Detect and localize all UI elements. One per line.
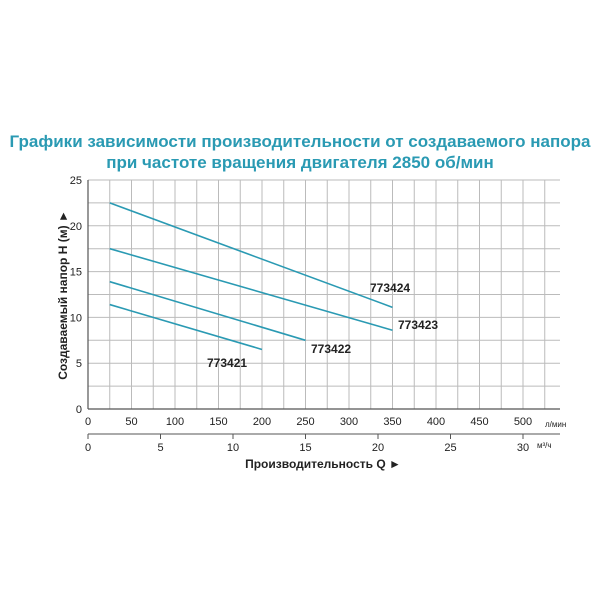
title-line-2: при частоте вращения двигателя 2850 об/м… (106, 153, 494, 172)
x-tick-label: 400 (427, 416, 445, 428)
x-tick-label: 100 (166, 416, 184, 428)
y-tick-label: 5 (76, 358, 82, 370)
series-line-773421 (109, 303, 263, 351)
y-tick-label: 0 (76, 404, 82, 416)
x-tick-label: 200 (253, 416, 271, 428)
series-label-773421: 773421 (207, 356, 247, 370)
x-tick-label: 500 (514, 416, 532, 428)
x-tick-label: 50 (125, 416, 137, 428)
x2-tick-label: 15 (299, 442, 311, 454)
x2-tick-label: 10 (227, 442, 239, 454)
y-tick-label: 20 (70, 221, 82, 233)
y-axis-title: Создаваемый напор H (м) ► (56, 210, 70, 380)
x-tick-label: 250 (296, 416, 314, 428)
series-line-773424 (109, 202, 393, 309)
x-tick-label: 350 (383, 416, 401, 428)
x2-tick-label: 30 (517, 442, 529, 454)
series-line-773422 (109, 280, 306, 342)
series-label-773424: 773424 (370, 281, 410, 295)
series-label-773422: 773422 (311, 342, 351, 356)
y-tick-label: 25 (70, 175, 82, 187)
x2-tick-label: 0 (85, 442, 91, 454)
x-tick-label: 150 (209, 416, 227, 428)
series-label-773423: 773423 (398, 318, 438, 332)
x-tick-label: 0 (85, 416, 91, 428)
x-tick-label: 300 (340, 416, 358, 428)
y-tick-label: 15 (70, 267, 82, 279)
x2-tick-label: 5 (157, 442, 163, 454)
x2-tick-label: 20 (372, 442, 384, 454)
x2-unit-label: м³/ч (537, 441, 552, 450)
x2-tick-label: 25 (444, 442, 456, 454)
title-line-1: Графики зависимости производительности о… (9, 132, 591, 151)
chart-title: Графики зависимости производительности о… (0, 131, 600, 173)
x-unit-label: л/мин (545, 420, 566, 429)
y-tick-label: 10 (70, 312, 82, 324)
x-axis-title: Производительность Q ► (245, 457, 401, 471)
x-tick-label: 450 (470, 416, 488, 428)
series-line-773423 (109, 247, 393, 331)
